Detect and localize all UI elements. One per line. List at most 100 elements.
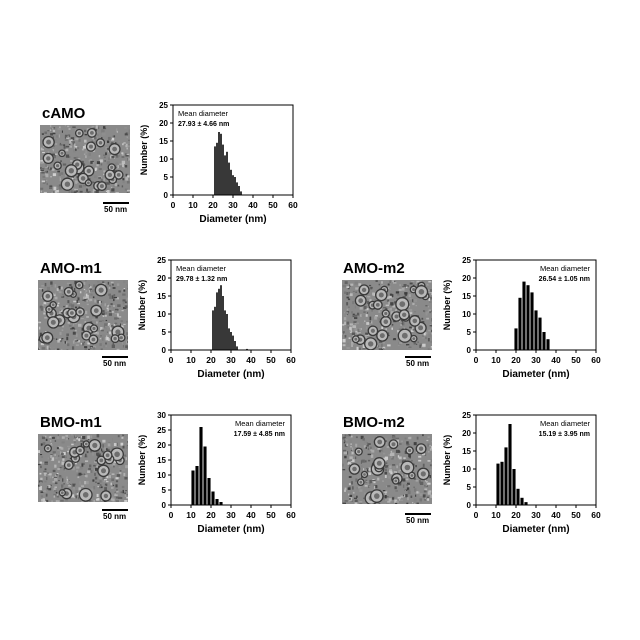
- mean-diameter-value: 29.78 ± 1.32 nm: [176, 276, 227, 283]
- nanoparticle-core: [87, 182, 90, 185]
- nanoparticle-core: [92, 338, 96, 342]
- micrograph-grain: [54, 187, 57, 191]
- micrograph-grain: [351, 311, 353, 313]
- mean-diameter-value: 15.19 ± 3.95 nm: [539, 431, 590, 438]
- micrograph-grain: [344, 460, 347, 463]
- micrograph-grain: [79, 473, 82, 476]
- micrograph-grain: [390, 436, 391, 438]
- micrograph-grain: [114, 317, 117, 319]
- micrograph-grain: [108, 137, 111, 140]
- micrograph-grain: [389, 469, 392, 471]
- micrograph-grain: [347, 297, 349, 299]
- histogram-camo: 05101520250102030405060Diameter (nm)Numb…: [135, 100, 305, 235]
- micrograph-grain: [62, 326, 64, 328]
- nanoparticle-core: [114, 452, 120, 458]
- micrograph-grain: [100, 347, 103, 348]
- micrograph-grain: [40, 466, 41, 468]
- micrograph-grain: [366, 468, 369, 469]
- micrograph-grain: [86, 300, 88, 303]
- sample-label-amo-m2: AMO-m2: [343, 261, 405, 276]
- micrograph-grain: [381, 281, 382, 284]
- micrograph-grain: [38, 485, 39, 487]
- micrograph-grain: [102, 310, 104, 312]
- nanoparticle-core: [46, 140, 51, 145]
- micrograph-grain: [89, 465, 91, 468]
- y-tick-label: 10: [157, 471, 166, 480]
- micrograph-grain: [431, 446, 432, 449]
- micrograph-grain: [47, 130, 49, 131]
- micrograph-grain: [343, 469, 346, 470]
- micrograph-grain: [93, 296, 95, 298]
- histogram-bmo-m2: 05101520250102030405060Diameter (nm)Numb…: [438, 410, 608, 545]
- nanoparticle-core: [368, 341, 373, 346]
- micrograph-grain: [58, 480, 59, 481]
- micrograph-grain: [363, 468, 364, 470]
- micrograph-grain: [359, 328, 361, 331]
- micrograph-grain: [125, 302, 127, 304]
- micrograph-grain: [58, 128, 61, 130]
- micrograph-grain: [354, 317, 357, 319]
- micrograph-grain: [111, 487, 114, 489]
- micrograph-grain: [99, 480, 101, 482]
- micrograph-grain: [78, 139, 80, 142]
- y-tick-label: 10: [462, 310, 471, 319]
- micrograph-grain: [67, 126, 69, 127]
- x-tick-label: 40: [248, 200, 258, 210]
- micrograph-grain: [115, 492, 116, 493]
- micrograph-grain: [375, 447, 377, 450]
- micrograph-grain: [407, 440, 409, 442]
- micrograph-grain: [363, 498, 365, 500]
- micrograph-grain: [378, 310, 380, 313]
- micrograph-grain: [45, 171, 47, 173]
- micrograph-grain: [78, 438, 80, 441]
- micrograph-grain: [56, 190, 59, 193]
- micrograph-grain: [392, 324, 394, 326]
- micrograph-grain: [92, 126, 95, 128]
- micrograph-grain: [343, 503, 346, 504]
- micrograph-grain: [44, 302, 47, 304]
- micrograph-grain: [118, 141, 120, 143]
- micrograph-grain: [400, 500, 403, 501]
- micrograph-grain: [359, 501, 362, 503]
- nanoparticle-core: [412, 337, 415, 340]
- micrograph-grain: [382, 480, 383, 482]
- micrograph-grain: [63, 144, 65, 146]
- micrograph-grain: [347, 309, 348, 311]
- micrograph-grain: [352, 486, 354, 489]
- micrograph-grain: [61, 484, 63, 487]
- micrograph-grain: [123, 181, 125, 183]
- micrograph-grain: [54, 143, 57, 144]
- micrograph-grain: [119, 166, 122, 168]
- nanoparticle-core: [92, 443, 97, 448]
- micrograph-grain: [50, 129, 52, 131]
- nanoparticle-core: [120, 336, 123, 339]
- micrograph-grain: [403, 457, 405, 459]
- x-tick-label: 40: [551, 355, 561, 365]
- micrograph-grain: [44, 317, 47, 319]
- micrograph-grain: [123, 473, 125, 476]
- micrograph-grain: [354, 328, 357, 331]
- histogram-bar: [516, 489, 519, 505]
- micrograph-grain: [63, 164, 66, 166]
- micrograph-grain: [72, 327, 75, 329]
- micrograph-grain: [422, 337, 425, 339]
- y-tick-label: 30: [157, 411, 166, 420]
- nanoparticle-core: [421, 471, 426, 476]
- micrograph-grain: [418, 460, 421, 462]
- histogram-bar: [214, 307, 216, 350]
- micrograph-grain: [343, 437, 345, 438]
- micrograph-grain: [83, 146, 86, 149]
- micrograph-grain: [85, 448, 86, 451]
- micrograph-grain: [93, 437, 97, 439]
- micrograph-grain: [99, 303, 101, 305]
- micrograph-grain: [46, 439, 48, 441]
- nanoparticle-core: [45, 335, 50, 340]
- micrograph-grain: [52, 437, 55, 439]
- micrograph-grain: [386, 442, 388, 445]
- micrograph-grain: [428, 281, 431, 283]
- micrograph-grain: [96, 164, 98, 166]
- micrograph-grain: [56, 501, 58, 502]
- micrograph-grain: [82, 464, 84, 467]
- micrograph-grain: [422, 318, 424, 320]
- micrograph-grain: [350, 323, 352, 325]
